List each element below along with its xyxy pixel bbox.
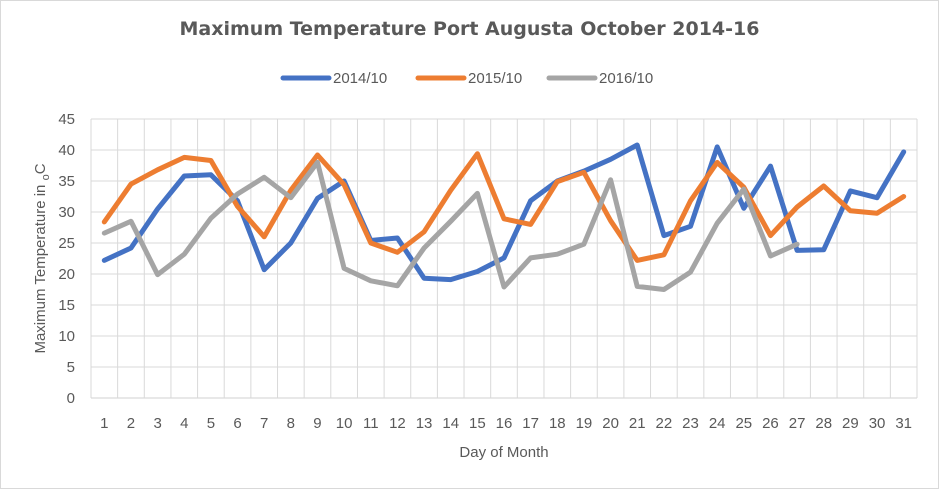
gridlines xyxy=(90,118,918,399)
y-tick-label: 0 xyxy=(67,390,75,407)
x-tick-label: 13 xyxy=(416,415,433,432)
series-line xyxy=(101,142,907,283)
legend-label: 2015/10 xyxy=(468,70,522,87)
y-axis-title-main: Maximum Temperature in xyxy=(32,180,49,353)
x-tick-label: 19 xyxy=(576,415,593,432)
x-tick-label: 11 xyxy=(363,415,379,432)
x-tick-label: 29 xyxy=(842,415,859,432)
legend-label: 2014/10 xyxy=(333,70,387,87)
x-tick-label: 12 xyxy=(389,415,406,432)
series-line xyxy=(101,151,907,263)
x-tick-label: 1 xyxy=(100,415,108,432)
x-tick-label: 7 xyxy=(260,415,268,432)
x-tick-label: 31 xyxy=(895,415,912,432)
y-tick-label: 45 xyxy=(58,111,75,128)
y-tick-label: 40 xyxy=(58,142,75,159)
x-tick-label: 18 xyxy=(549,415,566,432)
y-axis-title: Maximum Temperature in oC xyxy=(32,163,52,353)
x-tick-label: 16 xyxy=(496,415,513,432)
x-axis-title: Day of Month xyxy=(459,444,548,461)
series-line xyxy=(101,159,800,292)
x-tick-label: 26 xyxy=(762,415,779,432)
x-tick-label: 10 xyxy=(336,415,353,432)
x-tick-label: 30 xyxy=(869,415,886,432)
x-tick-label: 14 xyxy=(442,415,459,432)
x-tick-label: 17 xyxy=(522,415,539,432)
x-tick-labels: 1 2 3 4 5 6 7 8 9 10 11 12 13 14 15 16 17 18 19 20 21 22 23 24 2… xyxy=(100,415,912,432)
legend: 2014/10 2015/10 2016/10 xyxy=(280,70,653,87)
x-tick-label: 2 xyxy=(127,415,135,432)
x-tick-label: 25 xyxy=(735,415,752,432)
y-axis-title-subscript: o xyxy=(40,174,52,180)
x-tick-label: 5 xyxy=(207,415,215,432)
y-axis-title-unit: C xyxy=(32,163,49,174)
y-tick-label: 15 xyxy=(58,297,75,314)
chart-title: Maximum Temperature Port Augusta October… xyxy=(179,18,760,40)
x-tick-label: 6 xyxy=(233,415,241,432)
x-tick-label: 23 xyxy=(682,415,699,432)
y-tick-label: 30 xyxy=(58,204,75,221)
y-tick-label: 10 xyxy=(58,328,75,345)
x-tick-label: 24 xyxy=(709,415,726,432)
y-tick-label: 35 xyxy=(58,173,75,190)
x-tick-label: 15 xyxy=(469,415,486,432)
y-tick-label: 5 xyxy=(67,359,75,376)
x-tick-label: 3 xyxy=(153,415,161,432)
x-tick-label: 4 xyxy=(180,415,188,432)
x-tick-label: 22 xyxy=(656,415,673,432)
legend-label: 2016/10 xyxy=(599,70,653,87)
y-tick-label: 20 xyxy=(58,266,75,283)
x-tick-label: 20 xyxy=(602,415,619,432)
x-tick-label: 27 xyxy=(789,415,806,432)
x-tick-label: 28 xyxy=(815,415,832,432)
x-tick-label: 21 xyxy=(629,415,646,432)
series-lines xyxy=(101,142,907,292)
x-tick-label: 8 xyxy=(287,415,295,432)
y-tick-labels: 0 5 10 15 20 25 30 35 40 45 xyxy=(58,111,75,407)
y-tick-label: 25 xyxy=(58,235,75,252)
x-tick-label: 9 xyxy=(313,415,321,432)
